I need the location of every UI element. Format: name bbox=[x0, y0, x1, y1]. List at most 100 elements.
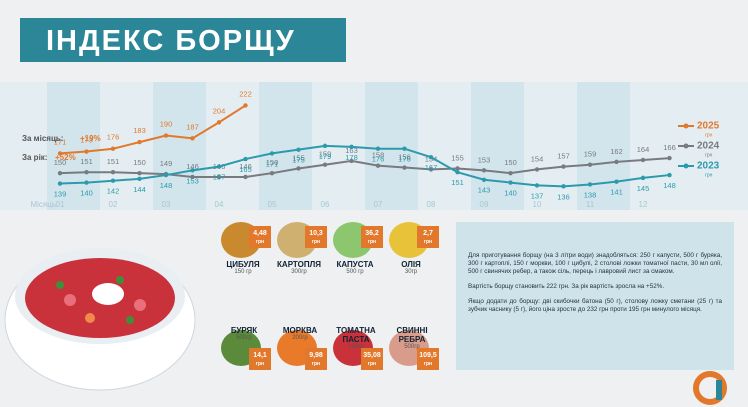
x-tick-label: 09 bbox=[480, 200, 489, 209]
data-label: 171 bbox=[266, 159, 279, 168]
point bbox=[455, 166, 460, 171]
data-label: 156 bbox=[398, 153, 411, 162]
data-label: 140 bbox=[80, 189, 93, 198]
ingredient-card: ОЛІЯ 30гр 2,7 грн bbox=[381, 220, 439, 275]
point bbox=[137, 139, 142, 145]
annotation-value: +19% bbox=[80, 134, 101, 143]
stripe bbox=[47, 82, 100, 210]
point bbox=[190, 136, 195, 141]
point bbox=[110, 170, 116, 175]
ingredient-weight: 200гр bbox=[292, 335, 308, 341]
legend-label: 2025 bbox=[697, 121, 720, 132]
data-label: 204 bbox=[213, 106, 226, 115]
point bbox=[402, 165, 407, 170]
data-label: 173 bbox=[80, 136, 93, 145]
ingredient-card: СВИННІ РЕБРА 500гр 109,5 грн bbox=[381, 318, 439, 370]
point bbox=[296, 166, 301, 171]
point bbox=[269, 151, 275, 156]
price-unit: грн bbox=[311, 361, 321, 367]
x-tick-label: 11 bbox=[586, 200, 595, 209]
point bbox=[296, 147, 301, 152]
data-label: 141 bbox=[610, 188, 623, 197]
data-label: 155 bbox=[451, 153, 464, 162]
x-tick-label: 12 bbox=[639, 200, 648, 209]
data-label: 159 bbox=[319, 150, 332, 159]
legend-label: 2023 bbox=[697, 161, 720, 172]
data-label: 164 bbox=[637, 145, 650, 154]
point bbox=[481, 168, 487, 173]
data-label: 157 bbox=[213, 173, 226, 182]
line bbox=[59, 104, 247, 155]
point bbox=[614, 159, 619, 165]
data-label: 143 bbox=[478, 186, 491, 195]
price: 4,48 bbox=[253, 230, 267, 237]
data-label: 136 bbox=[557, 192, 570, 201]
point bbox=[190, 168, 195, 173]
ingredient-name: ОЛІЯ bbox=[401, 260, 421, 269]
price-unit: грн bbox=[367, 361, 377, 367]
data-label: 154 bbox=[531, 154, 544, 163]
data-label: 150 bbox=[133, 158, 146, 167]
point bbox=[190, 174, 195, 180]
point bbox=[587, 182, 593, 187]
point bbox=[137, 176, 142, 182]
price: 14,1 bbox=[253, 352, 267, 359]
price: 109,5 bbox=[419, 352, 437, 359]
x-axis-label: Місяць bbox=[30, 200, 56, 209]
price: 36,2 bbox=[365, 230, 379, 237]
ingredient-name: БУРЯК bbox=[230, 326, 258, 335]
info-paragraph: Вартість борщу становить 222 грн. За рік… bbox=[468, 283, 665, 290]
point bbox=[667, 155, 672, 161]
x-tick-label: 02 bbox=[109, 200, 118, 209]
data-label: 139 bbox=[54, 190, 67, 199]
data-label: 171 bbox=[54, 137, 67, 146]
point bbox=[534, 167, 540, 172]
legend-dot bbox=[683, 123, 689, 129]
data-label: 175 bbox=[292, 156, 305, 165]
data-label: 137 bbox=[531, 191, 544, 200]
ingredient-name: ТОМАТНА ПАСТА bbox=[336, 326, 376, 344]
data-label: 167 bbox=[425, 163, 438, 172]
point bbox=[243, 156, 248, 162]
data-label: 190 bbox=[160, 120, 173, 129]
x-tick-label: 08 bbox=[427, 200, 436, 209]
ingredient-card: ЦИБУЛЯ 150 гр 4,48 грн bbox=[213, 220, 271, 275]
ingredient-name: СВИННІ РЕБРА bbox=[396, 326, 428, 344]
point bbox=[84, 149, 89, 154]
ingredient-name: МОРКВА bbox=[282, 326, 318, 335]
data-label: 159 bbox=[584, 150, 597, 159]
data-label: 178 bbox=[345, 153, 358, 162]
data-label: 155 bbox=[292, 153, 305, 162]
data-label: 142 bbox=[107, 187, 120, 196]
point bbox=[402, 146, 407, 151]
data-label: 179 bbox=[319, 152, 332, 161]
data-label: 140 bbox=[504, 189, 517, 198]
ingredient-card: КАРТОПЛЯ 300гр 10,3 грн bbox=[269, 220, 327, 275]
data-label: 145 bbox=[637, 184, 650, 193]
ingredient-name: КАРТОПЛЯ bbox=[277, 260, 321, 269]
stripe bbox=[259, 82, 312, 210]
point bbox=[163, 133, 169, 138]
ingredient-card: ТОМАТНА ПАСТА 140гр 35,08 грн bbox=[325, 318, 383, 370]
ingredient-weight: 500гр bbox=[236, 335, 252, 341]
point bbox=[375, 146, 381, 151]
ingredient-name: ЦИБУЛЯ bbox=[226, 260, 260, 269]
logo bbox=[693, 371, 727, 405]
ingredient-card: КАПУСТА 500 гр 36,2 грн bbox=[325, 220, 383, 275]
x-tick-label: 01 bbox=[56, 200, 65, 209]
data-label: 144 bbox=[133, 185, 146, 194]
x-tick-label: 10 bbox=[533, 200, 542, 209]
ingredient-name: КАПУСТА bbox=[336, 260, 374, 269]
price-unit: грн bbox=[367, 239, 377, 245]
data-label: 176 bbox=[372, 155, 385, 164]
price: 9,98 bbox=[309, 352, 323, 359]
price-unit: грн bbox=[423, 239, 433, 245]
legend-unit: грн bbox=[705, 172, 713, 178]
price-badge: 10,3 грн bbox=[305, 226, 327, 248]
data-label: 148 bbox=[663, 181, 676, 190]
x-tick-label: 05 bbox=[268, 200, 277, 209]
price-unit: грн bbox=[255, 361, 265, 367]
point bbox=[534, 183, 540, 188]
stripe bbox=[365, 82, 418, 210]
